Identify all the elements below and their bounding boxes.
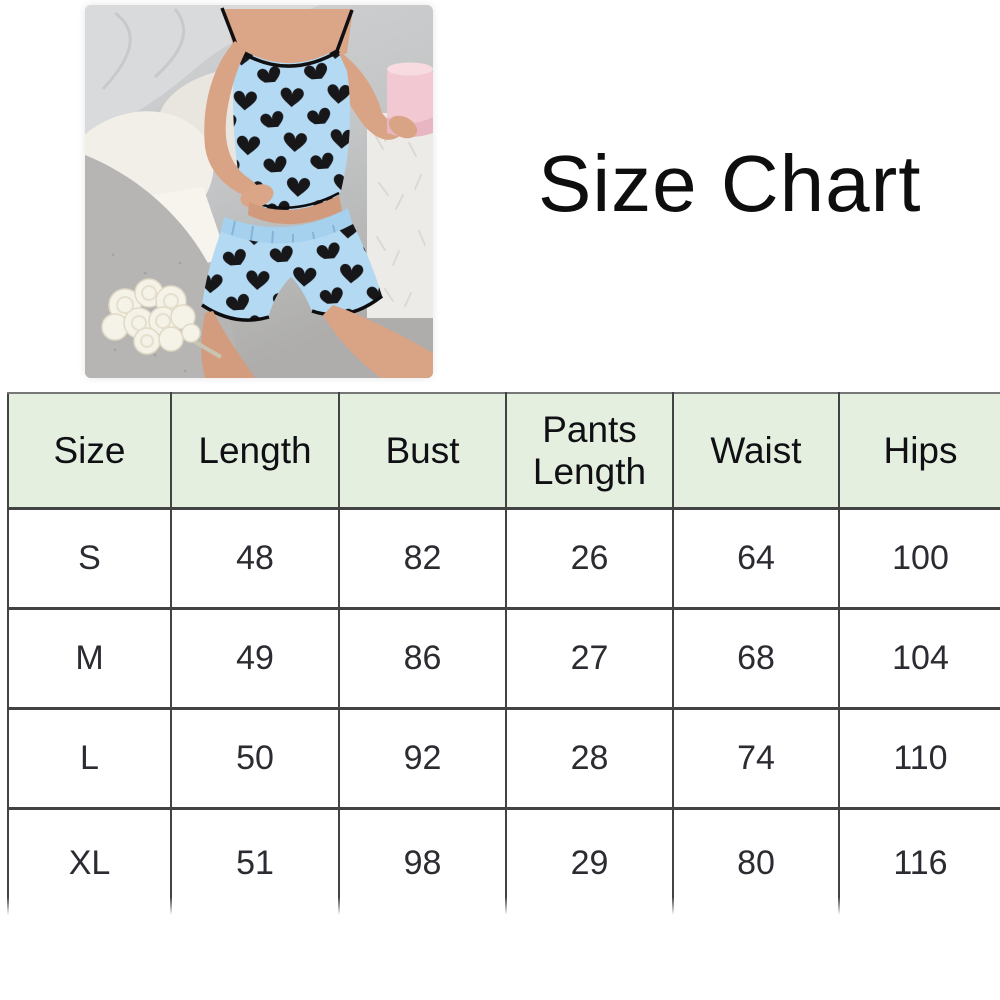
bust-cell: 98 xyxy=(338,807,507,916)
size-cell: S xyxy=(7,507,172,610)
table-row-l: L 50 92 28 74 110 xyxy=(7,707,1000,810)
product-photo xyxy=(85,5,433,378)
table-row-m: M 49 86 27 68 104 xyxy=(7,607,1000,710)
model-midriff xyxy=(248,195,342,225)
model-left-hand xyxy=(240,184,274,208)
bust-cell: 86 xyxy=(338,607,507,710)
curtain xyxy=(85,5,320,137)
model-left-leg xyxy=(201,311,255,378)
waist-cell: 74 xyxy=(672,707,840,810)
pants-length-cell: 26 xyxy=(505,507,674,610)
length-cell: 49 xyxy=(170,607,340,710)
waist-cell: 68 xyxy=(672,607,840,710)
col-header-hips: Hips xyxy=(838,392,1000,510)
hips-cell: 100 xyxy=(838,507,1000,610)
model-right-hand xyxy=(388,115,418,139)
model-left-arm xyxy=(204,41,261,202)
col-header-bust: Bust xyxy=(338,392,507,510)
table-row-xl: XL 51 98 29 80 116 xyxy=(7,807,1000,916)
size-table: Size Length Bust Pants Length Waist Hips… xyxy=(7,392,1000,917)
page-title: Size Chart xyxy=(538,139,922,228)
bust-cell: 82 xyxy=(338,507,507,610)
size-cell: M xyxy=(7,607,172,710)
hips-cell: 110 xyxy=(838,707,1000,810)
size-cell: L xyxy=(7,707,172,810)
col-header-waist: Waist xyxy=(672,392,840,510)
table-row-s: S 48 82 26 64 100 xyxy=(7,507,1000,610)
hips-cell: 116 xyxy=(838,807,1000,916)
flower-bouquet xyxy=(101,278,223,359)
pants-length-cell: 29 xyxy=(505,807,674,916)
waist-cell: 80 xyxy=(672,807,840,916)
bust-cell: 92 xyxy=(338,707,507,810)
length-cell: 51 xyxy=(170,807,340,916)
col-header-pants-length: Pants Length xyxy=(505,392,674,510)
header-row: Size Length Bust Pants Length Waist Hips xyxy=(7,392,1000,510)
pants-length-cell: 27 xyxy=(505,607,674,710)
size-cell: XL xyxy=(7,807,172,916)
length-cell: 48 xyxy=(170,507,340,610)
pants-length-cell: 28 xyxy=(505,707,674,810)
length-cell: 50 xyxy=(170,707,340,810)
hips-cell: 104 xyxy=(838,607,1000,710)
model-right-leg xyxy=(323,305,433,378)
col-header-size: Size xyxy=(7,392,172,510)
waist-cell: 64 xyxy=(672,507,840,610)
col-header-length: Length xyxy=(170,392,340,510)
